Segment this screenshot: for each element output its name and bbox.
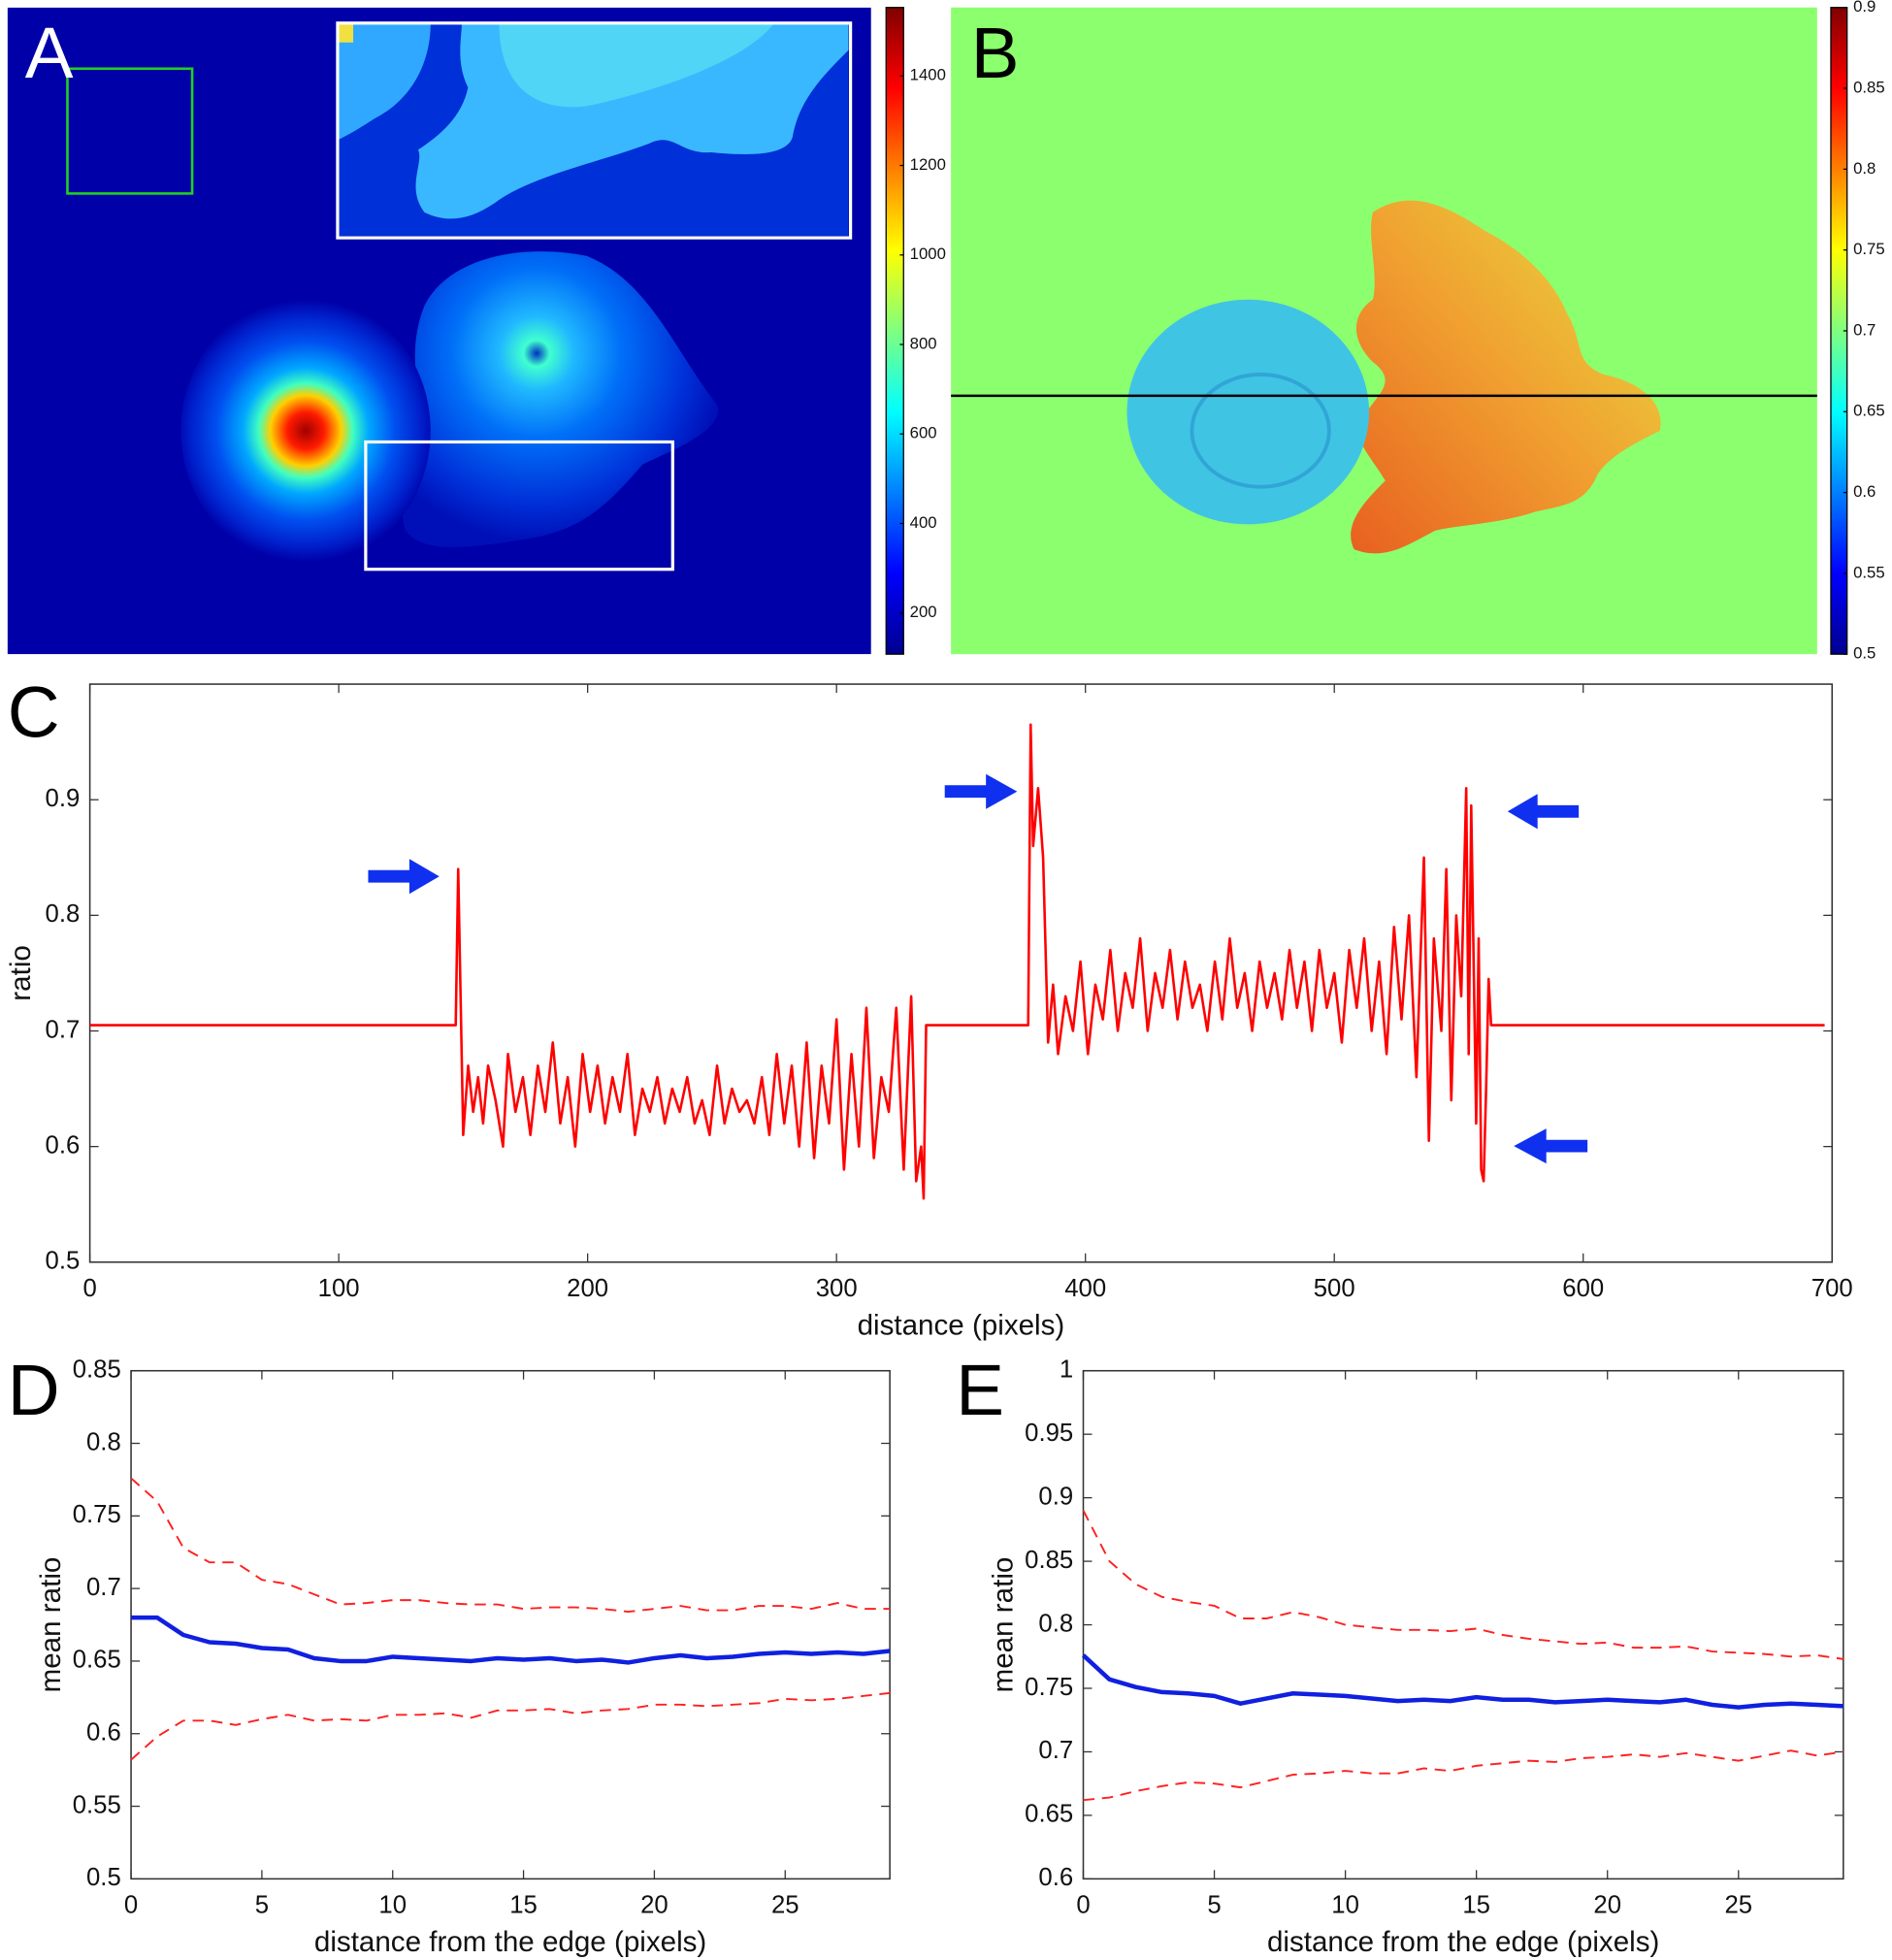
y-tick-label: 0.85 xyxy=(73,1356,121,1384)
colorbar-tick-label: 800 xyxy=(910,334,937,352)
y-tick-label: 0.5 xyxy=(46,1248,81,1275)
x-tick-label: 20 xyxy=(640,1891,669,1918)
axes-box xyxy=(130,1369,891,1880)
data-line xyxy=(131,1615,891,1665)
x-tick-label: 600 xyxy=(1562,1275,1604,1302)
y-axis-label: mean ratio xyxy=(987,1557,1019,1693)
data-line xyxy=(1083,1749,1843,1802)
y-tick-label: 0.8 xyxy=(1038,1610,1073,1637)
data-line xyxy=(1081,1653,1843,1710)
y-tick-label: 0.8 xyxy=(46,900,81,928)
axes-box xyxy=(1082,1369,1844,1880)
y-tick-label: 0.7 xyxy=(1038,1737,1073,1764)
y-tick-label: 0.9 xyxy=(1038,1483,1073,1510)
x-tick-label: 25 xyxy=(1724,1891,1752,1918)
x-tick-label: 20 xyxy=(1593,1891,1621,1918)
arrows xyxy=(368,773,1588,1164)
x-tick-label: 15 xyxy=(509,1891,538,1918)
colorbar-tick-label: 600 xyxy=(910,424,937,442)
y-tick-label: 0.85 xyxy=(1025,1547,1073,1574)
x-tick-label: 0 xyxy=(1076,1891,1090,1918)
axes-box xyxy=(88,683,1834,1263)
x-tick-label: 0 xyxy=(82,1275,96,1302)
panel-label: E xyxy=(956,1349,1004,1430)
image-b xyxy=(951,7,1817,655)
x-tick-label: 10 xyxy=(1331,1891,1359,1918)
colorbar xyxy=(885,7,904,655)
y-tick-label: 0.6 xyxy=(1038,1864,1073,1891)
y-tick-label: 0.55 xyxy=(73,1791,121,1818)
x-tick-label: 15 xyxy=(1462,1891,1490,1918)
x-axis-label: distance from the edge (pixels) xyxy=(314,1926,706,1958)
y-tick-label: 0.65 xyxy=(1025,1801,1073,1828)
x-tick-label: 5 xyxy=(255,1891,269,1918)
data-line xyxy=(130,1477,891,1614)
colorbar-tick-label: 0.85 xyxy=(1853,78,1885,96)
x-tick-label: 300 xyxy=(816,1275,858,1302)
x-tick-label: 200 xyxy=(567,1275,608,1302)
panel-label: A xyxy=(25,12,74,93)
y-axis-label: ratio xyxy=(5,945,37,1001)
x-tick-label: 700 xyxy=(1811,1275,1853,1302)
colorbar-tick-label: 0.9 xyxy=(1853,0,1876,16)
y-tick-label: 1 xyxy=(1060,1356,1073,1384)
colorbar-tick-label: 0.5 xyxy=(1853,644,1876,663)
colorbar-tick-label: 0.6 xyxy=(1853,482,1876,501)
x-tick-label: 25 xyxy=(771,1891,799,1918)
colorbar-tick-label: 0.55 xyxy=(1853,563,1885,581)
colorbar-tick-label: 1200 xyxy=(910,155,946,174)
x-axis-label: distance from the edge (pixels) xyxy=(1267,1926,1659,1958)
x-tick-label: 5 xyxy=(1207,1891,1221,1918)
x-tick-label: 0 xyxy=(124,1891,138,1918)
panel-label: C xyxy=(8,671,60,753)
x-tick-label: 500 xyxy=(1314,1275,1355,1302)
y-tick-label: 0.75 xyxy=(1025,1674,1073,1701)
x-tick-label: 10 xyxy=(378,1891,407,1918)
colorbar-tick-label: 0.65 xyxy=(1853,402,1885,420)
y-tick-label: 0.6 xyxy=(46,1131,81,1159)
y-tick-label: 0.6 xyxy=(86,1719,121,1747)
data-line xyxy=(130,1691,891,1761)
colorbar-tick-label: 0.8 xyxy=(1853,159,1876,178)
y-tick-label: 0.65 xyxy=(73,1647,121,1674)
y-tick-label: 0.75 xyxy=(73,1501,121,1528)
panel-label: D xyxy=(8,1349,60,1430)
colorbar-tick-label: 200 xyxy=(910,603,937,621)
y-axis-label: mean ratio xyxy=(35,1557,67,1693)
y-tick-label: 0.7 xyxy=(86,1574,121,1601)
colorbar-tick-label: 400 xyxy=(910,513,937,532)
colorbar-tick-label: 0.75 xyxy=(1853,240,1885,258)
image-a xyxy=(7,7,871,655)
y-tick-label: 0.8 xyxy=(86,1428,121,1455)
colorbar-tick-label: 0.7 xyxy=(1853,320,1876,339)
x-axis-label: distance (pixels) xyxy=(858,1309,1065,1341)
y-tick-label: 0.95 xyxy=(1025,1420,1073,1447)
data-line xyxy=(89,723,1825,1200)
y-tick-label: 0.7 xyxy=(46,1016,81,1043)
colorbar-tick-label: 1000 xyxy=(910,245,946,263)
panel-label: B xyxy=(971,12,1020,93)
y-tick-label: 0.9 xyxy=(46,785,81,812)
data-line xyxy=(1082,1510,1843,1660)
x-tick-label: 100 xyxy=(318,1275,360,1302)
x-tick-label: 400 xyxy=(1064,1275,1106,1302)
y-tick-label: 0.5 xyxy=(86,1864,121,1891)
colorbar-tick-label: 1400 xyxy=(910,66,946,84)
